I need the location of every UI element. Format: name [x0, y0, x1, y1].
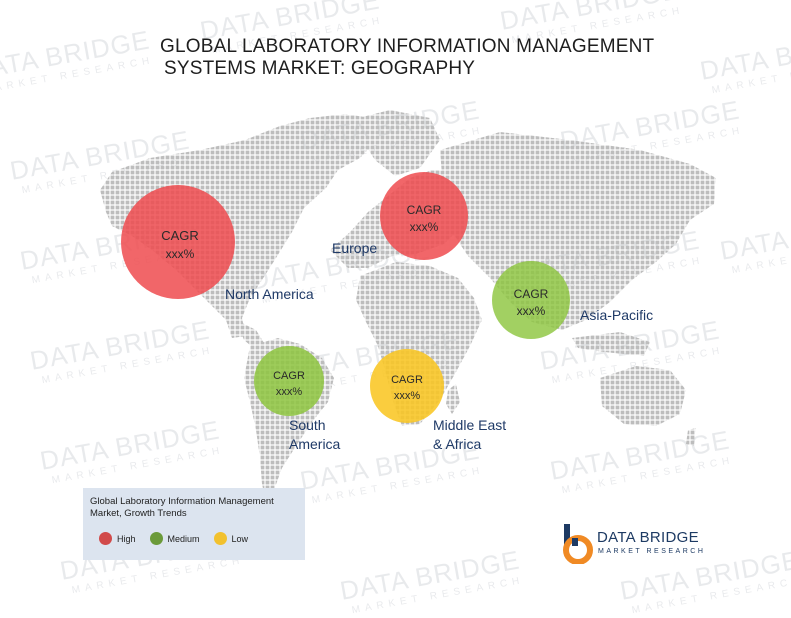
logo-text: DATA BRIDGE	[597, 529, 699, 546]
bubble-europe: CAGR xxx%	[380, 172, 468, 260]
low-dot-icon	[213, 532, 227, 545]
title-line-1: GLOBAL LABORATORY INFORMATION MANAGEMENT	[160, 36, 655, 57]
legend-title-line-2: Market, Growth Trends	[90, 508, 187, 519]
legend-label: Low	[231, 533, 249, 544]
cagr-label: CAGR	[273, 370, 305, 382]
legend-item-medium: Medium	[149, 532, 200, 545]
title-line-2: SYSTEMS MARKET: GEOGRAPHY	[164, 58, 476, 79]
bubble-asia-pacific: CAGR xxx%	[492, 261, 570, 339]
region-label-mea-line2: & Africa	[433, 436, 481, 452]
region-label-north-america: North America	[225, 286, 314, 302]
cagr-label: CAGR	[391, 374, 423, 386]
bubble-north-america: CAGR xxx%	[121, 185, 235, 299]
region-label-mea-line1: Middle East	[433, 417, 506, 433]
bubble-south-america: CAGR xxx%	[254, 346, 324, 416]
legend-item-low: Low	[213, 532, 249, 545]
region-label-south-america-line1: South	[289, 417, 326, 433]
page-title: GLOBAL LABORATORY INFORMATION MANAGEMENT…	[160, 36, 680, 80]
cagr-label: CAGR	[161, 228, 199, 243]
high-dot-icon	[99, 532, 112, 545]
logo-subtext: MARKET RESEARCH	[598, 548, 706, 555]
cagr-value: xxx%	[517, 304, 546, 318]
region-label-asia-pacific: Asia-Pacific	[580, 307, 653, 323]
cagr-value: xxx%	[276, 386, 303, 398]
legend-items: High Medium Low	[99, 532, 262, 545]
bubble-middle-east-africa: CAGR xxx%	[370, 349, 444, 423]
legend-title-line-1: Global Laboratory Information Management	[90, 496, 274, 507]
region-label-south-america-line2: America	[289, 436, 341, 452]
cagr-label: CAGR	[514, 287, 549, 301]
logo-mark-icon	[563, 524, 593, 564]
world-map: CAGR xxx% CAGR xxx% CAGR xxx% CAGR xxx% …	[100, 110, 716, 502]
legend-item-high: High	[99, 532, 136, 545]
legend-title: Global Laboratory Information Management…	[90, 496, 274, 520]
medium-dot-icon	[149, 532, 163, 545]
region-label-europe: Europe	[332, 240, 377, 256]
legend-label: Medium	[167, 533, 200, 544]
cagr-label: CAGR	[407, 203, 442, 217]
legend-label: High	[117, 533, 136, 544]
cagr-value: xxx%	[394, 390, 421, 402]
legend: Global Laboratory Information Management…	[83, 488, 305, 560]
data-bridge-logo: DATA BRIDGE MARKET RESEARCH	[561, 522, 703, 566]
cagr-value: xxx%	[166, 247, 195, 261]
cagr-value: xxx%	[410, 220, 439, 234]
